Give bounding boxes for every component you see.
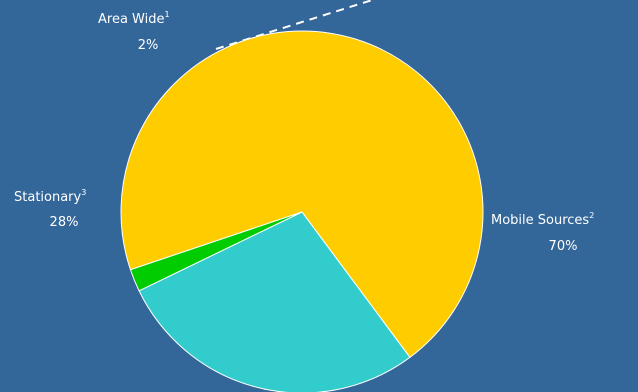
value-area-wide: 2% xyxy=(138,38,159,53)
slice-mobile-sources xyxy=(120,30,484,358)
pie-slices xyxy=(120,30,484,392)
value-mobile-sources: 70% xyxy=(549,239,578,254)
label-stationary: Stationary3 xyxy=(14,188,86,205)
label-area-wide-name: Area Wide xyxy=(98,12,164,27)
label-stationary-name: Stationary xyxy=(14,190,82,205)
label-stationary-footnote: 3 xyxy=(81,188,86,197)
slice-stationary xyxy=(138,211,411,392)
label-mobile-sources-name: Mobile Sources xyxy=(491,213,589,228)
value-stationary: 28% xyxy=(50,215,79,230)
label-area-wide-footnote: 1 xyxy=(164,10,169,19)
label-area-wide: Area Wide1 xyxy=(98,10,170,27)
slice-area-wide xyxy=(129,211,303,292)
label-mobile-sources-footnote: 2 xyxy=(589,211,594,220)
label-mobile-sources: Mobile Sources2 xyxy=(491,211,594,228)
